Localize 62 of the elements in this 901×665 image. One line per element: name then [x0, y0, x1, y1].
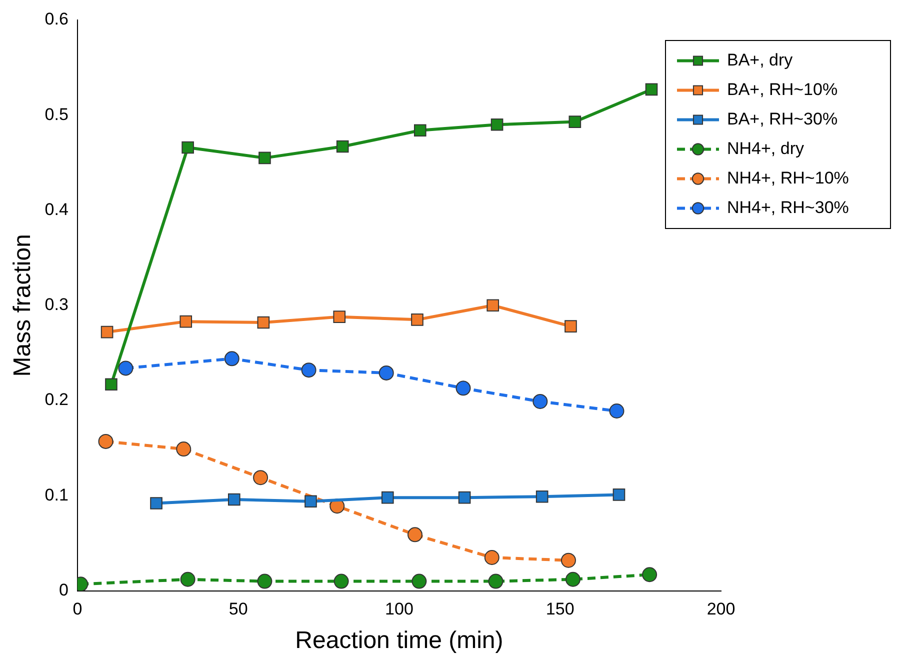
point: [484, 550, 500, 566]
point: [304, 495, 317, 508]
point: [381, 491, 394, 504]
point: [182, 141, 194, 154]
point: [412, 574, 427, 589]
x-tick-label: 0: [72, 600, 82, 619]
point: [407, 527, 422, 542]
point: [257, 574, 272, 589]
point: [180, 315, 192, 328]
legend-label: NH4+, RH~10%: [727, 168, 849, 188]
point: [560, 552, 576, 568]
point: [488, 574, 504, 589]
y-tick-label: 0.3: [44, 295, 68, 314]
y-tick-label: 0.4: [44, 200, 68, 219]
point: [411, 314, 424, 326]
point: [253, 470, 268, 486]
legend-label: BA+, dry: [727, 50, 794, 70]
point: [564, 320, 577, 332]
y-tick-label: 0.5: [44, 104, 68, 124]
point: [258, 152, 271, 164]
point: [532, 394, 548, 409]
point: [642, 567, 658, 582]
point: [100, 326, 114, 338]
point: [150, 497, 162, 510]
point: [490, 118, 504, 131]
point: [334, 574, 349, 589]
legend-label: NH4+, dry: [727, 138, 804, 158]
point: [568, 116, 582, 128]
x-tick-label: 100: [385, 600, 414, 619]
point: [180, 572, 196, 587]
point: [645, 83, 658, 96]
legend-label: BA+, RH~30%: [727, 109, 838, 128]
y-tick-label: 0.2: [44, 390, 68, 410]
y-tick-label: 0.1: [44, 485, 68, 504]
point: [301, 362, 316, 378]
x-tick-label: 200: [706, 600, 736, 619]
y-tick-label: 0.6: [44, 10, 68, 29]
point: [98, 434, 114, 449]
point: [414, 124, 426, 137]
point: [378, 365, 394, 380]
point: [224, 351, 240, 366]
point: [456, 380, 471, 396]
point: [458, 491, 471, 504]
legend-label: NH4+, RH~30%: [727, 198, 849, 217]
point: [176, 442, 192, 457]
point: [565, 572, 580, 587]
point: [536, 490, 548, 503]
x-tick-label: 50: [228, 600, 248, 619]
point: [118, 360, 134, 376]
point: [257, 316, 270, 329]
point: [333, 310, 346, 323]
point: [612, 488, 626, 501]
x-axis-title: Reaction time (min): [295, 627, 504, 654]
x-tick-label: 150: [546, 600, 574, 619]
point: [105, 378, 118, 391]
point: [228, 493, 240, 506]
point: [486, 299, 500, 312]
legend-label: BA+, RH~10%: [727, 80, 838, 99]
y-axis-title: Mass fraction: [9, 234, 36, 377]
point: [336, 140, 349, 153]
y-tick-label: 0: [58, 580, 68, 600]
point: [609, 404, 624, 418]
